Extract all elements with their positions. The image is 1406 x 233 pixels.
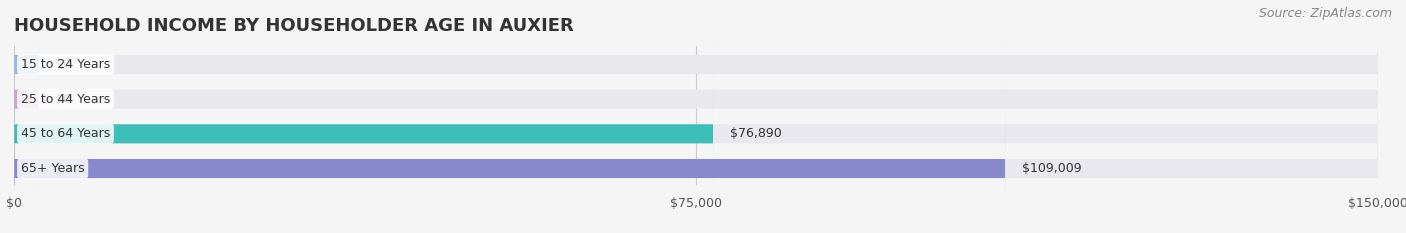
FancyBboxPatch shape: [14, 0, 38, 194]
Text: $76,890: $76,890: [730, 127, 782, 140]
Text: 45 to 64 Years: 45 to 64 Years: [21, 127, 110, 140]
Text: HOUSEHOLD INCOME BY HOUSEHOLDER AGE IN AUXIER: HOUSEHOLD INCOME BY HOUSEHOLDER AGE IN A…: [14, 17, 574, 35]
Text: $0: $0: [55, 58, 70, 71]
Text: Source: ZipAtlas.com: Source: ZipAtlas.com: [1258, 7, 1392, 20]
Text: $109,009: $109,009: [1022, 162, 1081, 175]
Text: 25 to 44 Years: 25 to 44 Years: [21, 93, 110, 106]
FancyBboxPatch shape: [14, 0, 1378, 233]
Text: $0: $0: [55, 93, 70, 106]
FancyBboxPatch shape: [14, 0, 1378, 233]
Text: 65+ Years: 65+ Years: [21, 162, 84, 175]
Text: 15 to 24 Years: 15 to 24 Years: [21, 58, 110, 71]
FancyBboxPatch shape: [14, 0, 1378, 233]
FancyBboxPatch shape: [14, 0, 38, 228]
FancyBboxPatch shape: [14, 0, 1378, 233]
FancyBboxPatch shape: [14, 0, 1005, 233]
FancyBboxPatch shape: [14, 0, 713, 233]
